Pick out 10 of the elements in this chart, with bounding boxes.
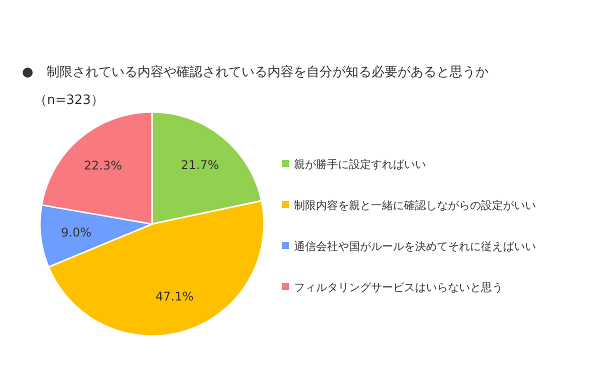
data-label: 47.1% [156, 290, 194, 304]
chart-subtitle: （n=323） [34, 93, 104, 108]
data-label: 21.7% [180, 158, 220, 172]
chart-title: ● 制限されている内容や確認されている内容を自分が知る必要があると思うか [22, 64, 488, 80]
legend-label: フィルタリングサービスはいらないと思う [294, 281, 503, 294]
data-label: 9.0% [61, 225, 92, 240]
legend-label: 制限内容を親と一緒に確認しながらの設定がいい [294, 199, 536, 212]
data-label: 22.3% [84, 158, 122, 173]
legend-label: 通信会社や国がルールを決めてそれに従えばいい [294, 240, 536, 253]
legend-label: 親が勝手に設定すればいい [294, 158, 426, 171]
